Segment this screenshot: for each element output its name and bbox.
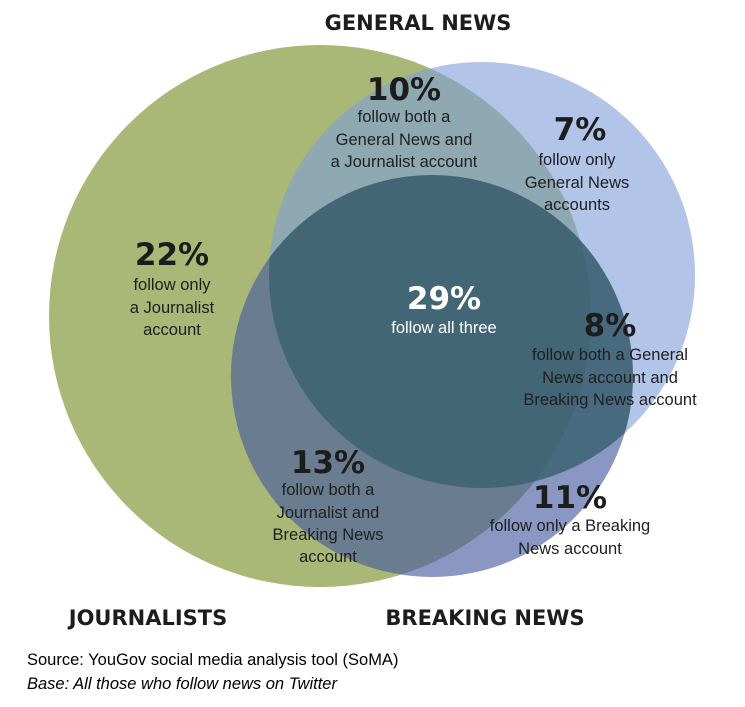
base-note: Base: All those who follow news on Twitt…: [27, 675, 337, 693]
journalist-general-text-2: General News and: [336, 131, 473, 149]
journalist-breaking-text-4: account: [299, 548, 357, 566]
breaking-only-percent: 11%: [533, 480, 607, 516]
source-note: Source: YouGov social media analysis too…: [27, 651, 399, 669]
journalists-label: JOURNALISTS: [67, 606, 227, 630]
general-only-text-3: accounts: [544, 196, 610, 214]
breaking-news-label: BREAKING NEWS: [385, 606, 584, 630]
journalist-breaking-text-2: Journalist and: [277, 504, 380, 522]
general-breaking-text-2: News account and: [542, 369, 678, 387]
journalist-breaking-text-3: Breaking News: [273, 526, 384, 544]
journalist-general-percent: 10%: [367, 72, 441, 108]
general-only-percent: 7%: [554, 112, 607, 148]
journalist-breaking-text-1: follow both a: [282, 481, 375, 499]
journalist-only-percent: 22%: [135, 237, 209, 273]
all-three-text-1: follow all three: [391, 319, 496, 337]
general-breaking-percent: 8%: [584, 308, 637, 344]
all-three-percent: 29%: [407, 281, 481, 317]
general-breaking-text-3: Breaking News account: [523, 391, 697, 409]
journalist-only-text-1: follow only: [133, 276, 211, 294]
breaking-only-text-2: News account: [518, 540, 622, 558]
general-only-text-1: follow only: [538, 151, 616, 169]
general-breaking-text-1: follow both a General: [532, 346, 688, 364]
journalist-only-text-3: account: [143, 321, 201, 339]
journalist-general-text-3: a Journalist account: [331, 153, 478, 171]
breaking-only-text-1: follow only a Breaking: [490, 517, 651, 535]
journalist-breaking-percent: 13%: [291, 445, 365, 481]
journalist-general-text-1: follow both a: [358, 108, 451, 126]
journalist-only-text-2: a Journalist: [130, 299, 215, 317]
general-only-text-2: General News: [525, 174, 630, 192]
general-news-label: GENERAL NEWS: [325, 11, 512, 35]
